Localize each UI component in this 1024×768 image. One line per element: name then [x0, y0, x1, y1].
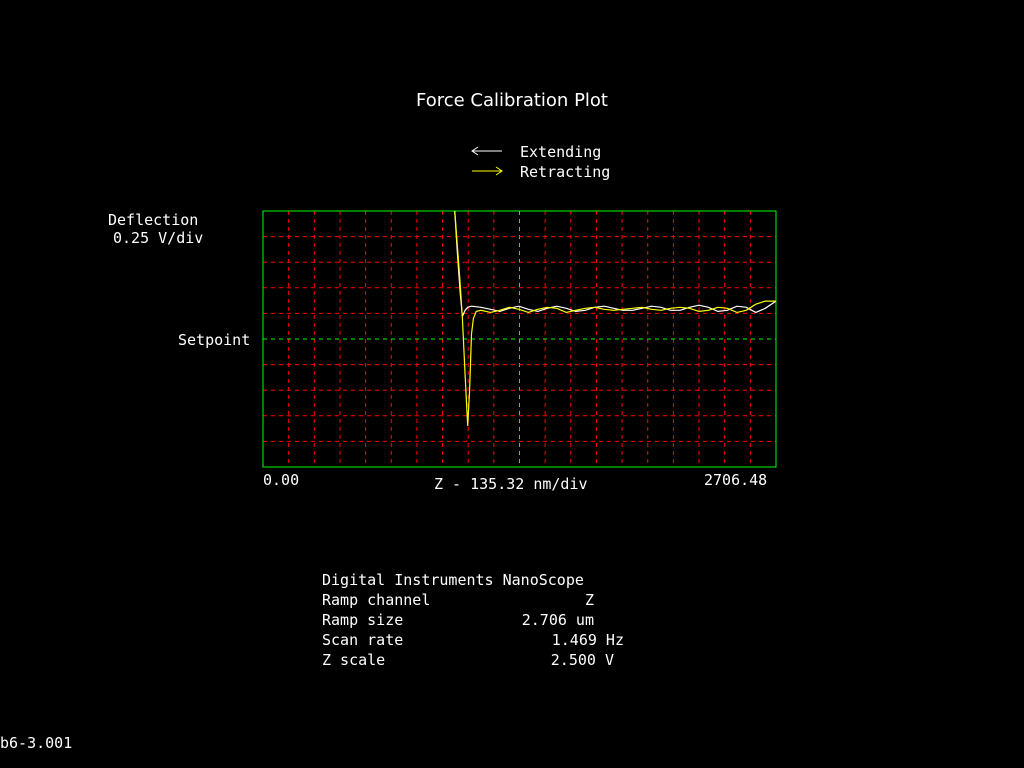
- info-row-scan-rate: Scan rate 1.469 Hz: [322, 630, 642, 650]
- x-max-label: 2706.48: [704, 471, 768, 489]
- legend-extending-label: Extending: [520, 143, 602, 161]
- y-axis-label: Deflection: [108, 211, 199, 229]
- info-row-ramp-channel: Ramp channel Z: [322, 590, 642, 610]
- instrument-header: Digital Instruments NanoScope: [322, 571, 584, 589]
- x-axis-label: Z - 135.32 nm/div: [434, 475, 588, 493]
- setpoint-label: Setpoint: [178, 331, 251, 349]
- info-label: Scan rate: [322, 631, 404, 649]
- legend-retracting-label: Retracting: [520, 163, 611, 181]
- extending-curve: [454, 211, 776, 317]
- info-label: Ramp size: [322, 611, 404, 629]
- info-label: Z scale: [322, 651, 386, 669]
- info-row-ramp-size: Ramp size 2.706 um: [322, 610, 642, 630]
- info-value: Z: [584, 591, 594, 609]
- plot-frame: [262, 210, 777, 468]
- y-axis-scale-label: 0.25 V/div: [113, 229, 204, 247]
- info-value: 2.706 um: [521, 611, 594, 629]
- file-name: b6-3.001: [0, 734, 73, 752]
- info-row-z-scale: Z scale 2.500 V: [322, 650, 642, 670]
- info-label: Ramp channel: [322, 591, 431, 609]
- info-value: 1.469 Hz: [551, 631, 624, 649]
- info-value: 2.500 V: [550, 651, 614, 669]
- retracting-curve: [454, 211, 776, 427]
- chart-title: Force Calibration Plot: [415, 90, 608, 111]
- x-min-label: 0.00: [263, 471, 300, 489]
